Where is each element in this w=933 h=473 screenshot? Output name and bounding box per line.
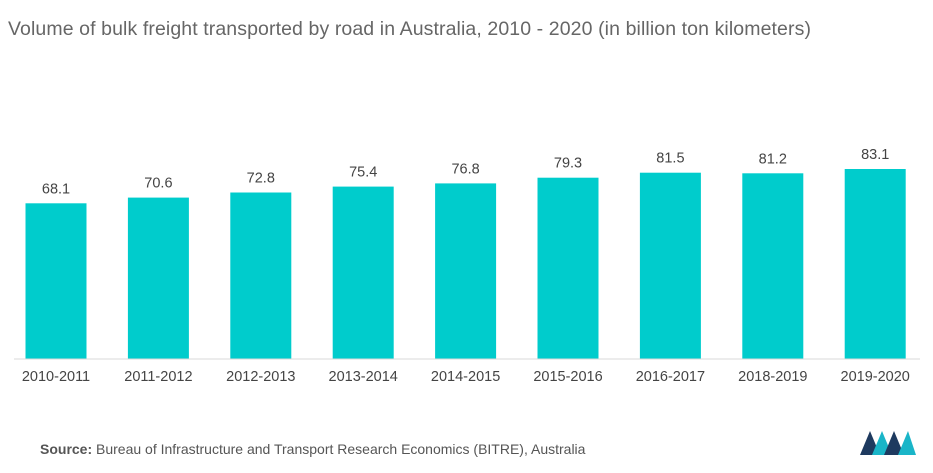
mordor-intelligence-logo-icon [860, 431, 916, 455]
x-tick-label: 2014-2015 [431, 369, 500, 385]
bar [639, 172, 701, 359]
bar-value-label: 81.5 [656, 151, 684, 167]
bar [435, 183, 497, 359]
bar [742, 173, 804, 359]
x-tick-label: 2013-2014 [329, 369, 398, 385]
x-tick-label: 2018-2019 [738, 369, 807, 385]
bar-value-label: 72.8 [247, 171, 275, 187]
bar [25, 203, 87, 359]
x-tick-label: 2015-2016 [533, 369, 602, 385]
x-tick-label: 2019-2020 [841, 369, 910, 385]
bar [230, 192, 292, 359]
x-tick-label: 2016-2017 [636, 369, 705, 385]
x-tick-label: 2010-2011 [22, 369, 90, 385]
bar-value-label: 83.1 [861, 147, 889, 163]
source-note: Source: Bureau of Infrastructure and Tra… [40, 441, 585, 457]
bars-group [25, 169, 906, 359]
bar [844, 169, 906, 359]
x-tick-label: 2011-2012 [124, 369, 192, 385]
bar-value-label: 70.6 [144, 176, 172, 192]
bar-value-label: 79.3 [554, 156, 582, 172]
x-tick-label: 2012-2013 [226, 369, 295, 385]
bar [332, 186, 394, 359]
source-label: Source: [40, 441, 93, 457]
bar-value-label: 75.4 [349, 165, 377, 181]
bar-value-label: 68.1 [42, 181, 70, 197]
tick-labels-group: 2010-2011 2011-2012 2012-2013 2013-2014 2014… [22, 369, 910, 385]
bar [537, 177, 599, 359]
bar-value-label: 81.2 [759, 151, 787, 167]
value-labels-group: 68.1 70.6 72.8 75.4 76.8 79.3 81.5 81.2 83.1 [42, 147, 889, 197]
chart-title: Volume of bulk freight transported by ro… [8, 18, 812, 40]
bar [127, 197, 189, 359]
source-text: Bureau of Infrastructure and Transport R… [96, 441, 586, 457]
bar-value-label: 76.8 [451, 161, 479, 177]
